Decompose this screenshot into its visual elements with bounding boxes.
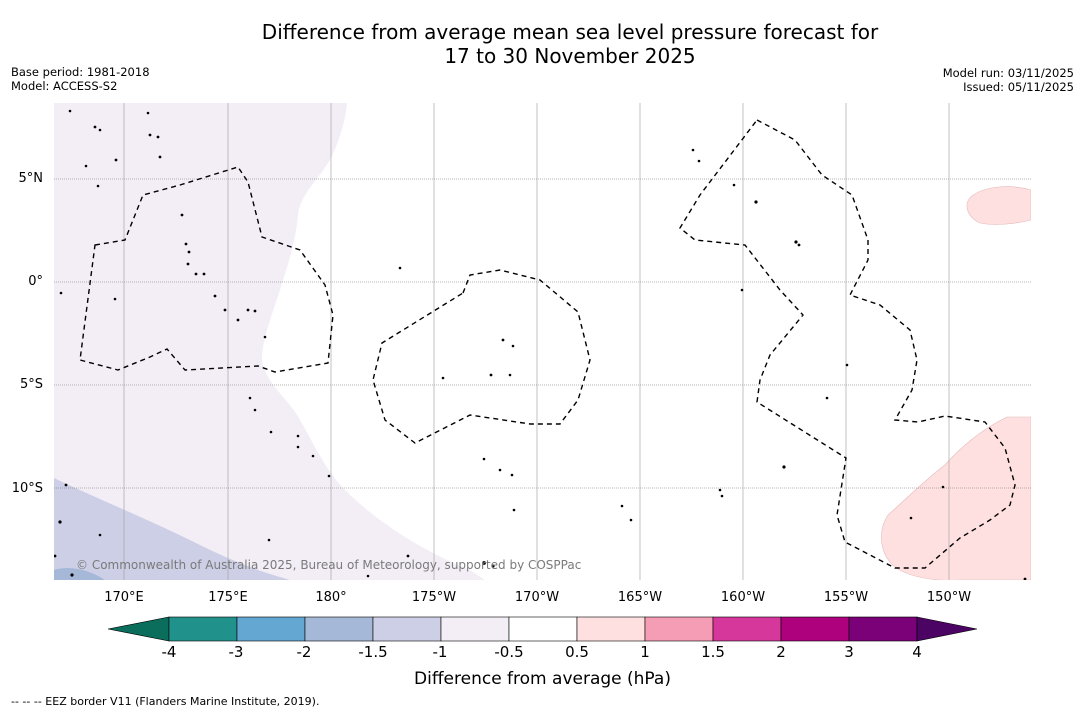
cb-tick-minus-3: -3 [228, 643, 244, 661]
colorbar-bin [236, 616, 306, 642]
meta-right: Model run: 03/11/2025 Issued: 05/11/2025 [943, 66, 1074, 94]
meta-left: Base period: 1981-2018 Model: ACCESS-S2 [11, 65, 150, 93]
colorbar-bin [848, 616, 918, 642]
lon-label-155w: 155°W [823, 590, 869, 605]
lat-label-5n: 5°N [18, 171, 44, 186]
issued-date: Issued: 05/11/2025 [963, 80, 1074, 94]
cb-tick-2: 2 [776, 643, 786, 661]
lat-label-5s: 5°S [19, 377, 43, 392]
colorbar-bin [304, 616, 374, 642]
cb-tick-1-5: 1.5 [701, 643, 725, 661]
model-name: Model: ACCESS-S2 [11, 79, 118, 93]
chart-title: Difference from average mean sea level p… [0, 20, 1085, 68]
cb-tick-4: 4 [912, 643, 922, 661]
region-minus-1 [54, 103, 485, 580]
copyright-text: © Commonwealth of Australia 2025, Bureau… [76, 558, 582, 572]
region-plus-0-5-se [881, 416, 1031, 580]
lat-label-10s: 10°S [11, 481, 43, 496]
colorbar [107, 616, 978, 642]
lon-label-160w: 160°W [720, 590, 766, 605]
cb-tick-3: 3 [844, 643, 854, 661]
colorbar-title: Difference from average (hPa) [414, 669, 671, 689]
colorbar-bin [440, 616, 510, 642]
lon-label-165w: 165°W [617, 590, 663, 605]
colorbar-below-triangle [107, 616, 170, 642]
eez-kiribati-gilbert [79, 166, 334, 373]
colorbar-bin [780, 616, 850, 642]
lon-label-180: 180° [315, 590, 347, 605]
cb-tick-0-5: 0.5 [565, 643, 589, 661]
region-minus-1-5 [54, 478, 290, 580]
meridians [123, 103, 950, 580]
model-run: Model run: 03/11/2025 [942, 66, 1074, 80]
colorbar-bin [576, 616, 646, 642]
base-period: Base period: 1981-2018 [11, 65, 150, 79]
map-panel [54, 103, 1031, 580]
lat-label-0: 0° [28, 274, 43, 289]
region-plus-0-5-ne [966, 186, 1031, 225]
colorbar-bin [508, 616, 578, 642]
cb-tick-minus-2: -2 [296, 643, 312, 661]
cb-tick-minus-1-5: -1.5 [358, 643, 388, 661]
cb-tick-1: 1 [640, 643, 650, 661]
eez-kiribati-phoenix [372, 269, 591, 444]
eez-kiribati-line [679, 119, 1016, 569]
colorbar-bin [372, 616, 442, 642]
footer-legend: -- -- -- EEZ border V11 (Flanders Marine… [11, 695, 320, 708]
cb-tick-minus-0-5: -0.5 [494, 643, 524, 661]
lon-label-175e: 175°E [208, 590, 248, 605]
title-line-2: 17 to 30 November 2025 [444, 44, 696, 68]
lon-label-150w: 150°W [926, 590, 972, 605]
colorbar-bins [168, 616, 918, 642]
lon-label-175w: 175°W [411, 590, 457, 605]
cb-tick-minus-4: -4 [161, 643, 177, 661]
lon-label-170w: 170°W [514, 590, 560, 605]
region-minus-2 [54, 568, 105, 580]
cb-tick-minus-1: -1 [432, 643, 448, 661]
eez-borders [79, 119, 1016, 569]
title-line-1: Difference from average mean sea level p… [261, 20, 879, 44]
lon-label-170e: 170°E [104, 590, 144, 605]
islands [54, 109, 1027, 580]
colorbar-bin [168, 616, 238, 642]
colorbar-bin [644, 616, 714, 642]
colorbar-bin [712, 616, 782, 642]
colorbar-above-triangle [916, 616, 978, 642]
